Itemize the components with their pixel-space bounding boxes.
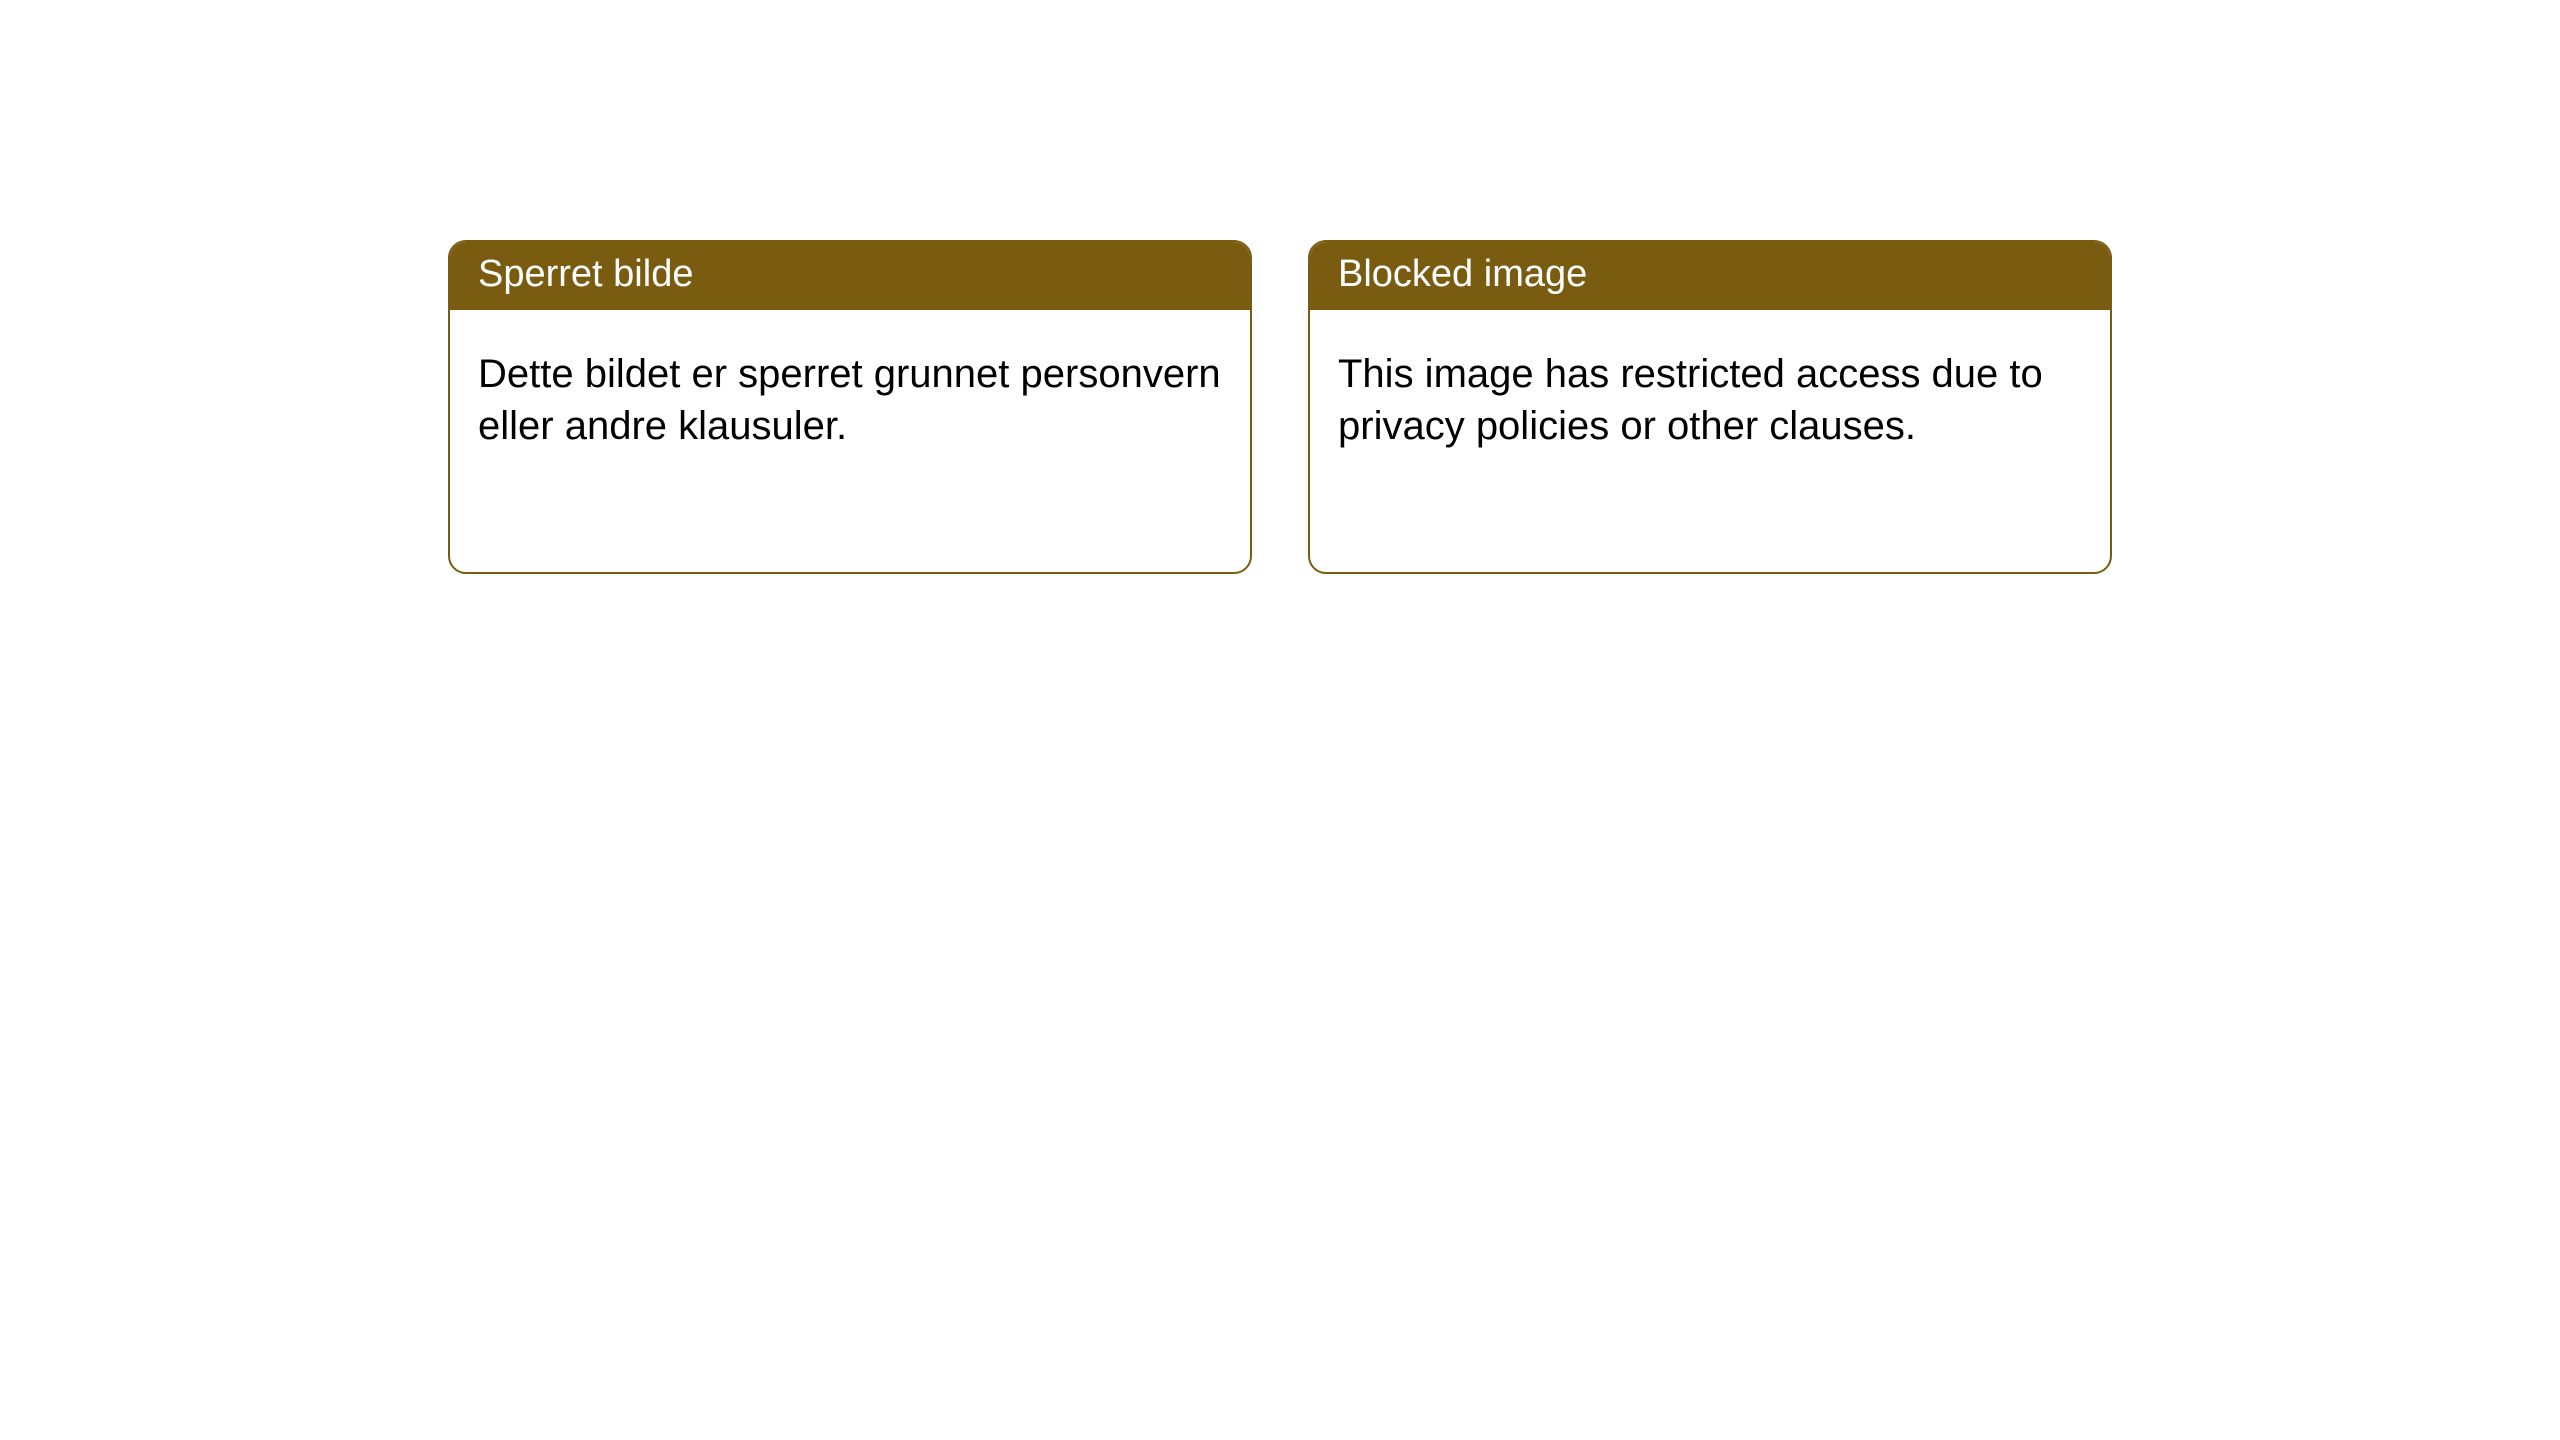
notice-title: Sperret bilde: [450, 242, 1250, 310]
notices-container: Sperret bilde Dette bildet er sperret gr…: [0, 0, 2560, 574]
notice-title: Blocked image: [1310, 242, 2110, 310]
notice-body: This image has restricted access due to …: [1310, 310, 2110, 480]
notice-box-norwegian: Sperret bilde Dette bildet er sperret gr…: [448, 240, 1252, 574]
notice-body: Dette bildet er sperret grunnet personve…: [450, 310, 1250, 480]
notice-box-english: Blocked image This image has restricted …: [1308, 240, 2112, 574]
